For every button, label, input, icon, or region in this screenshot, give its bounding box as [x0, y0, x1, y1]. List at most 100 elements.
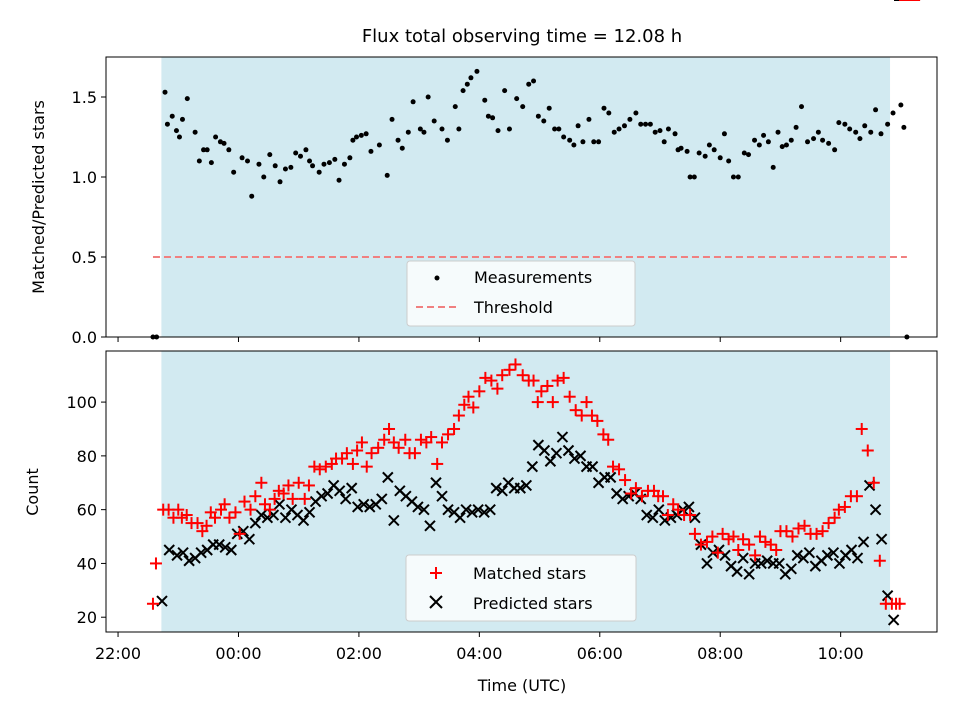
measurement-point — [702, 153, 708, 159]
predicted-point — [520, 479, 533, 492]
measurement-point — [179, 116, 185, 122]
matched-point — [292, 476, 305, 489]
matched-point — [893, 597, 906, 610]
matched-point — [546, 396, 559, 409]
predicted-point — [683, 501, 695, 513]
matched-point — [861, 444, 874, 457]
measurement-point — [474, 68, 480, 74]
measurement-point — [350, 137, 356, 143]
predicted-point — [297, 514, 310, 527]
bottom-legend: Matched stars Predicted stars — [405, 554, 637, 622]
predicted-point — [514, 482, 527, 494]
measurement-point — [606, 110, 612, 116]
top-y-tick-label: 0.0 — [72, 328, 97, 347]
matched-point — [732, 543, 745, 556]
matched-point — [277, 487, 290, 500]
matched-point — [431, 457, 444, 470]
matched-point — [340, 447, 353, 460]
matched-point — [688, 527, 701, 540]
measurement-point — [468, 75, 474, 81]
x-tick-label: 10:00 — [818, 644, 864, 663]
measurement-point — [775, 129, 781, 135]
measurement-point — [490, 115, 496, 121]
matched-point — [541, 379, 554, 392]
measurement-point — [621, 123, 627, 129]
x-tick-label: 22:00 — [95, 644, 141, 663]
measurement-point — [495, 128, 501, 134]
measurement-point — [399, 145, 405, 151]
measurement-point — [805, 139, 811, 145]
matched-point — [365, 447, 378, 460]
predicted-point — [875, 533, 888, 545]
measurement-point — [231, 169, 237, 175]
predicted-point — [466, 506, 478, 519]
measurement-point — [788, 137, 794, 143]
predicted-point — [586, 460, 599, 473]
measurement-point — [192, 129, 198, 135]
predicted-point — [376, 493, 388, 505]
measurement-point — [196, 158, 202, 164]
measurement-point — [410, 99, 416, 105]
predicted-point — [430, 477, 442, 489]
predicted-point — [358, 498, 370, 510]
measurement-point — [580, 139, 586, 145]
predicted-point — [833, 557, 846, 570]
predicted-point — [526, 460, 539, 473]
top-y-tick-label: 1.5 — [72, 88, 97, 107]
measurement-point — [316, 169, 322, 175]
measurement-point — [657, 128, 663, 134]
bottom-axes-frame — [105, 350, 938, 633]
measurement-point — [368, 148, 374, 154]
matched-point — [557, 371, 570, 384]
measurement-point — [336, 177, 342, 183]
legend-matched-marker — [430, 567, 442, 579]
measurement-point — [421, 129, 427, 135]
measurement-point — [633, 110, 639, 116]
measurement-point — [552, 126, 558, 132]
measurement-point — [452, 104, 458, 110]
matched-point — [700, 535, 713, 548]
measurement-point — [815, 129, 821, 135]
measurement-point — [389, 116, 395, 122]
matched-point — [737, 533, 750, 546]
x-axis-label: Time (UTC) — [477, 676, 566, 695]
measurement-point — [746, 152, 752, 158]
matched-point — [711, 546, 724, 559]
predicted-point — [544, 455, 557, 467]
measurement-point — [485, 113, 491, 119]
bottom-ylabel: Count — [23, 468, 42, 516]
x-tick-label: 08:00 — [697, 644, 743, 663]
bottom-y-tick-label: 100 — [66, 393, 97, 412]
matched-point — [580, 396, 593, 409]
predicted-point — [412, 501, 424, 513]
matched-point — [672, 503, 685, 516]
matched-point — [372, 441, 385, 454]
measurement-point — [601, 105, 607, 111]
legend-predicted-label: Predicted stars — [473, 594, 593, 613]
matched-point — [535, 385, 548, 398]
bottom-y-tick-label: 80 — [77, 447, 97, 466]
matched-point — [383, 422, 396, 435]
matched-point — [479, 371, 492, 384]
measurement-point — [261, 174, 267, 180]
top-axes-frame — [105, 56, 938, 338]
measurement-point — [310, 163, 316, 169]
predicted-point — [851, 552, 864, 564]
predicted-point — [243, 533, 256, 545]
bottom-y-tick-label: 60 — [77, 501, 97, 520]
measurement-point — [354, 134, 360, 140]
matched-point — [308, 460, 321, 473]
matched-point — [563, 390, 576, 403]
x-tick-label: 00:00 — [215, 644, 261, 663]
predicted-point — [303, 506, 316, 519]
predicted-point — [225, 544, 237, 556]
measurement-point — [221, 140, 227, 146]
matched-point — [551, 374, 564, 387]
predicted-point — [869, 503, 882, 516]
matched-point — [355, 436, 368, 449]
predicted-point — [574, 450, 587, 462]
top-legend-box — [406, 260, 636, 327]
measurement-point — [425, 94, 431, 100]
measurement-point — [765, 139, 771, 145]
predicted-point — [315, 490, 328, 502]
